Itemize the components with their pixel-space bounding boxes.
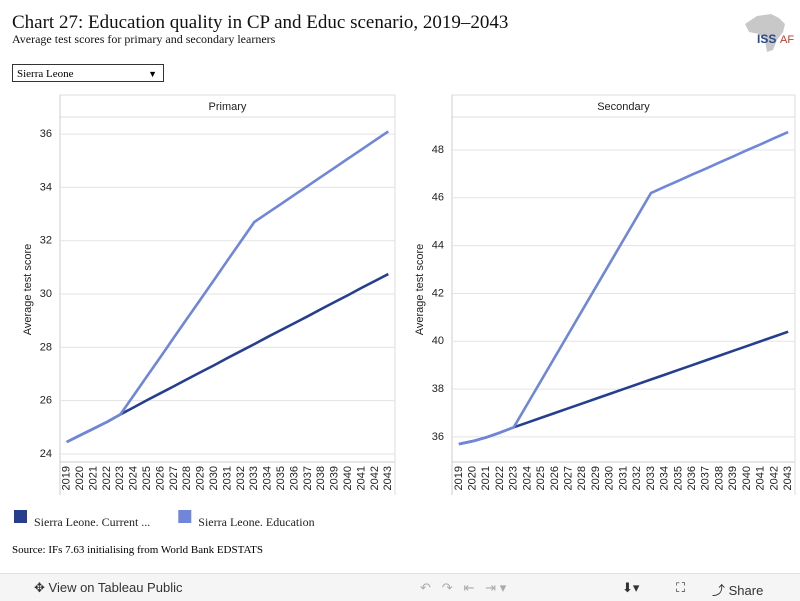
x-tick-label: 2034 (262, 466, 274, 490)
y-tick-label: 34 (40, 181, 52, 193)
view-button[interactable]: ✥ View on Tableau Public (34, 580, 183, 595)
y-tick-label: 42 (432, 287, 444, 299)
x-tick-label: 2031 (221, 466, 233, 490)
x-tick-label: 2033 (248, 466, 260, 490)
x-tick-label: 2022 (101, 466, 113, 490)
y-tick-label: 30 (40, 288, 52, 300)
x-tick-label: 2019 (453, 466, 465, 490)
x-tick-label: 2022 (494, 466, 506, 490)
legend-label: Sierra Leone. Education (198, 515, 314, 529)
x-tick-label: 2041 (355, 466, 367, 490)
source-note: Source: IFs 7.63 initialising from World… (12, 544, 264, 556)
country-dropdown[interactable]: Sierra Leone ▼ (12, 64, 164, 82)
share-label: Share (728, 583, 764, 598)
fullscreen-button[interactable]: ⛶ (676, 580, 686, 595)
page-title: Chart 27: Education quality in CP and Ed… (12, 12, 509, 33)
y-tick-label: 24 (40, 448, 52, 460)
charts: Primary Average test score 24 26 28 30 32 34 36 2… (14, 94, 796, 529)
x-tick-label: 2040 (342, 466, 354, 490)
y-tick-label: 46 (432, 192, 444, 204)
x-tick-label: 2043 (382, 466, 394, 490)
x-tick-label: 2021 (87, 466, 99, 490)
legend-swatch (178, 510, 192, 523)
legend-label: Sierra Leone. Current ... (34, 515, 150, 529)
y-tick-label: 32 (40, 235, 52, 247)
x-tick-label: 2037 (700, 466, 712, 490)
y-tick-label: 26 (40, 395, 52, 407)
y-tick-label: 36 (40, 128, 52, 140)
x-tick-label: 2029 (195, 466, 207, 490)
logo-suffix: AF (780, 34, 794, 46)
x-tick-label: 2020 (74, 466, 86, 490)
x-tick-label: 2038 (713, 466, 725, 490)
x-tick-label: 2024 (521, 466, 533, 490)
x-tick-label: 2026 (549, 466, 561, 490)
series-line (458, 330, 789, 446)
panel-title: Primary (209, 101, 247, 113)
x-tick-label: 2024 (128, 466, 140, 490)
x-tick-label: 2040 (741, 466, 753, 490)
x-tick-label: 2035 (672, 466, 684, 490)
y-tick-label: 38 (432, 383, 444, 395)
toolbar: ✥ View on Tableau Public ↶ ↷ ⇤ ⇥ ▾ ⬇▾ ⛶ … (0, 573, 800, 601)
y-axis-label: Average test score (22, 244, 34, 336)
undo-buttons[interactable]: ↶ ↷ ⇤ ⇥ ▾ (420, 580, 507, 595)
logo: ISS AF (745, 14, 794, 52)
y-tick-label: 40 (432, 335, 444, 347)
y-tick-label: 44 (432, 240, 444, 252)
x-tick-label: 2041 (755, 466, 767, 490)
y-tick-label: 48 (432, 144, 444, 156)
x-tick-label: 2023 (508, 466, 520, 490)
logo-map (745, 14, 785, 52)
x-tick-label: 2042 (369, 466, 381, 490)
x-tick-label: 2025 (141, 466, 153, 490)
x-tick-label: 2026 (154, 466, 166, 490)
y-tick-label: 36 (432, 431, 444, 443)
x-tick-label: 2028 (181, 466, 193, 490)
x-tick-label: 2042 (768, 466, 780, 490)
x-tick-label: 2033 (645, 466, 657, 490)
x-tick-label: 2032 (235, 466, 247, 490)
x-tick-label: 2038 (315, 466, 327, 490)
y-axis-label: Average test score (414, 244, 426, 336)
x-tick-label: 2027 (168, 466, 180, 490)
x-tick-label: 2025 (535, 466, 547, 490)
x-tick-label: 2027 (563, 466, 575, 490)
x-tick-label: 2036 (686, 466, 698, 490)
y-tick-label: 28 (40, 341, 52, 353)
x-tick-label: 2029 (590, 466, 602, 490)
dropdown-arrow: ▼ (148, 69, 157, 79)
view-label: View on Tableau Public (48, 580, 183, 595)
x-tick-label: 2036 (288, 466, 300, 490)
x-tick-label: 2019 (61, 466, 73, 490)
share-button[interactable]: ⤴ Share (712, 583, 764, 598)
x-tick-label: 2028 (576, 466, 588, 490)
x-tick-label: 2035 (275, 466, 287, 490)
page-subtitle: Average test scores for primary and seco… (12, 32, 276, 46)
x-tick-label: 2030 (208, 466, 220, 490)
series-line (458, 130, 789, 446)
legend-swatch (14, 510, 27, 523)
panel-title: Secondary (597, 101, 650, 113)
x-tick-label: 2023 (114, 466, 126, 490)
dropdown-value: Sierra Leone (17, 68, 74, 80)
x-tick-label: 2039 (727, 466, 739, 490)
x-tick-label: 2032 (631, 466, 643, 490)
series-line (66, 130, 390, 444)
x-tick-label: 2039 (329, 466, 341, 490)
x-tick-label: 2043 (782, 466, 794, 490)
logo-text: ISS (757, 32, 776, 46)
x-tick-label: 2031 (617, 466, 629, 490)
x-tick-label: 2034 (659, 466, 671, 490)
download-button[interactable]: ⬇▾ (622, 580, 640, 595)
x-tick-label: 2030 (604, 466, 616, 490)
x-tick-label: 2037 (302, 466, 314, 490)
x-tick-label: 2020 (466, 466, 478, 490)
x-tick-label: 2021 (480, 466, 492, 490)
